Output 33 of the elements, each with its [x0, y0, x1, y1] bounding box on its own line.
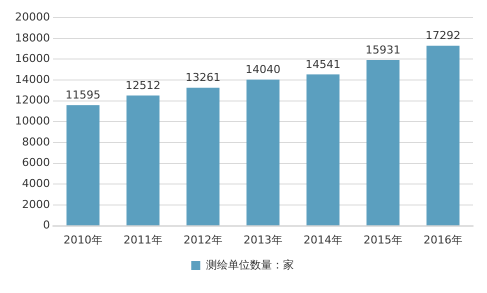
y-tick-label: 16000: [14, 52, 50, 66]
y-tick-label: 12000: [14, 94, 50, 107]
data-label: 14541: [305, 58, 340, 71]
y-tick-label: 8000: [22, 135, 50, 148]
bar: [426, 46, 460, 226]
x-tick-label: 2015年: [364, 233, 402, 246]
legend-label: 测绘单位数量：家: [206, 258, 294, 272]
data-label: 15931: [366, 43, 400, 56]
y-tick-label: 20000: [14, 10, 50, 24]
x-tick-label: 2016年: [424, 233, 462, 246]
y-tick-label: 2000: [22, 198, 50, 211]
bar: [186, 88, 220, 226]
bar: [366, 60, 400, 226]
bar: [66, 105, 100, 226]
x-tick-label: 2014年: [303, 233, 342, 246]
data-label: 14040: [245, 63, 280, 76]
x-tick-label: 2012年: [183, 233, 222, 246]
bar: [126, 96, 160, 226]
data-label: 11595: [65, 88, 100, 102]
y-tick-label: 4000: [22, 177, 50, 190]
data-label: 13261: [185, 71, 220, 84]
bar: [246, 80, 280, 226]
x-tick-label: 2010年: [63, 233, 102, 246]
bar: [306, 74, 340, 226]
y-tick-label: 10000: [14, 114, 50, 128]
y-tick-label: 18000: [14, 31, 50, 44]
y-tick-label: 14000: [14, 72, 50, 86]
x-tick-label: 2011年: [123, 233, 162, 246]
data-label: 17292: [426, 29, 460, 42]
data-label: 12512: [125, 78, 160, 92]
y-tick-label: 0: [42, 218, 50, 232]
y-tick-label: 6000: [22, 156, 50, 170]
x-tick-label: 2013年: [243, 233, 282, 246]
